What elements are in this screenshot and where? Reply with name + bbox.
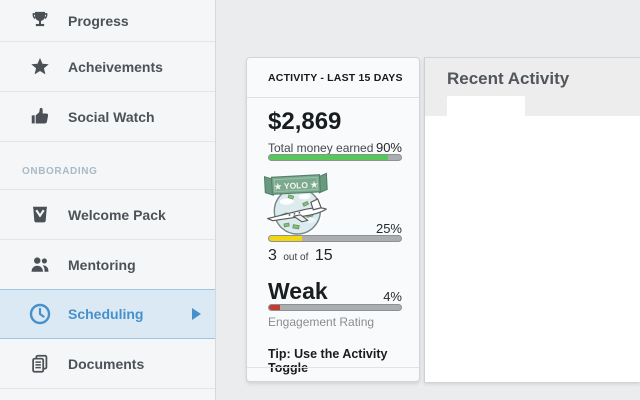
money-progress-fill [269,155,388,160]
sidebar-item-social-watch[interactable]: Social Watch [0,92,215,142]
activity-panel-title: ACTIVITY - LAST 15 DAYS [247,58,419,98]
tip-text: Tip: Use the Activity Toggle [268,347,388,375]
sidebar-item-achievements[interactable]: Acheivements [0,42,215,92]
goal-progress-bar [268,235,402,242]
engagement-value: Weak [268,278,328,304]
goal-percent: 25% [375,221,402,236]
sidebar-item-documents[interactable]: Documents [0,339,215,389]
sidebar-item-scheduling[interactable]: Scheduling [0,289,215,339]
sidebar-item-label: Progress [68,12,129,29]
activity-summary-panel: ACTIVITY - LAST 15 DAYS $2,869 Total mon… [246,57,420,382]
money-earned-label: Total money earned [268,141,374,155]
engagement-label: Engagement Rating [268,315,375,329]
sidebar-item-progress[interactable]: Progress [0,0,215,42]
goal-progress-fill [269,236,302,241]
sidebar-item-label: Social Watch [68,108,155,125]
engagement-percent: 4% [383,289,402,304]
yolo-badge-art: ★ YOLO ★ [263,172,328,237]
engagement-progress-bar [268,304,402,311]
section-label: ONBORADING [22,166,98,177]
sidebar-item-mentoring[interactable]: Mentoring [0,240,215,290]
sidebar: Progress Acheivements Social Watch ONBOR… [0,0,216,400]
sidebar-item-label: Welcome Pack [68,206,166,223]
engagement-progress-fill [269,305,280,310]
recent-activity-title: Recent Activity [447,69,570,88]
money-earned-percent: 90% [375,140,402,155]
documents-icon [28,352,52,376]
goal-count-text: 3 out of 15 [268,247,333,265]
sidebar-item-label: Scheduling [68,306,144,322]
star-icon [28,55,52,79]
recent-activity-panel: Recent Activity [424,57,640,382]
sidebar-item-label: Documents [68,355,145,372]
sidebar-section-onboarding: ONBORADING [0,142,215,190]
yolo-badge: ★ YOLO ★ [259,169,335,241]
money-earned-row: Total money earned 90% [268,140,402,155]
activity-panel-footer [247,367,419,382]
money-progress-bar [268,154,402,161]
yolo-ribbon-text: ★ YOLO ★ [274,179,320,191]
sidebar-item-welcome-pack[interactable]: Welcome Pack [0,190,215,240]
goal-current: 3 [268,247,277,264]
submenu-arrow-icon [192,308,201,320]
goal-total: 15 [314,247,333,264]
recent-activity-tab[interactable] [447,96,525,116]
goal-separator: out of [283,252,309,263]
welcome-pack-icon [28,203,52,227]
thumbs-up-icon [28,105,52,129]
trophy-icon [28,9,52,33]
money-earned-value: $2,869 [268,108,342,135]
clock-icon [28,302,52,326]
people-icon [28,253,52,277]
sidebar-item-label: Acheivements [68,58,163,75]
sidebar-item-label: Mentoring [68,256,136,273]
